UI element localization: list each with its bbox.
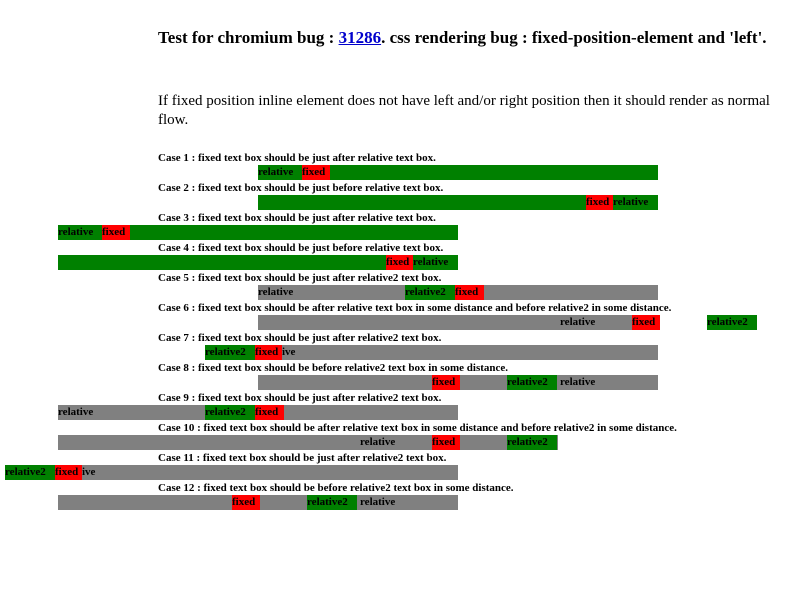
text-box: relative [58, 406, 94, 418]
text-box: ive [82, 466, 96, 478]
text-box: ive [282, 346, 296, 358]
text-box: fixed [255, 405, 284, 420]
text-box: relative2 [5, 465, 55, 480]
case-label: Case 8 : fixed text box should be before… [158, 362, 509, 374]
description: If fixed position inline element does no… [158, 93, 770, 128]
text-box: relative [258, 286, 294, 298]
case-label: Case 11 : fixed text box should be just … [158, 452, 447, 464]
text-box: fixed [632, 315, 660, 330]
text-box: fixed [232, 495, 260, 510]
title-text: Test for chromium bug : [158, 28, 339, 47]
text-box: relative [360, 436, 396, 448]
text-box: fixed [255, 345, 282, 360]
case-bar [5, 465, 458, 480]
text-box: relative [613, 196, 649, 208]
case-label: Case 6 : fixed text box should be after … [158, 302, 672, 314]
text-box: relative2 [707, 315, 757, 330]
text-box: relative2 [205, 405, 255, 420]
text-box: fixed [432, 375, 460, 390]
title: Test for chromium bug : 31286. css rende… [158, 27, 778, 49]
case-bar [205, 345, 658, 360]
case-label: Case 3 : fixed text box should be just a… [158, 212, 436, 224]
case-label: Case 1 : fixed text box should be just a… [158, 152, 436, 164]
text-box: fixed [455, 285, 484, 300]
text-box: relative [360, 496, 396, 508]
case-bar [258, 165, 658, 180]
text-box: relative2 [507, 375, 557, 390]
case-label: Case 4 : fixed text box should be just b… [158, 242, 444, 254]
case-bar [58, 435, 558, 450]
text-box: relative2 [507, 435, 557, 450]
text-box: fixed [386, 255, 413, 270]
case-label: Case 12 : fixed text box should be befor… [158, 482, 514, 494]
case-label: Case 5 : fixed text box should be just a… [158, 272, 442, 284]
text-box: relative [413, 256, 449, 268]
case-bar [258, 195, 658, 210]
text-box: fixed [302, 165, 330, 180]
case-bar [58, 225, 458, 240]
bug-link[interactable]: 31286 [338, 28, 382, 47]
text-box: relative [58, 226, 94, 238]
text-box: relative2 [405, 285, 455, 300]
title-text: . css rendering bug : fixed-position-ele… [381, 28, 767, 47]
text-box: fixed [55, 465, 82, 480]
case-bar [258, 315, 658, 330]
case-label: Case 7 : fixed text box should be just a… [158, 332, 442, 344]
text-box: fixed [102, 225, 130, 240]
case-label: Case 9 : fixed text box should be just a… [158, 392, 442, 404]
case-label: Case 10 : fixed text box should be after… [158, 422, 677, 434]
text-box: relative2 [205, 345, 255, 360]
text-box: relative [258, 166, 294, 178]
text-box: fixed [586, 195, 613, 210]
text-box: relative [560, 376, 596, 388]
case-label: Case 2 : fixed text box should be just b… [158, 182, 444, 194]
case-bar [58, 255, 458, 270]
text-box: relative2 [307, 495, 357, 510]
text-box: relative [560, 316, 596, 328]
text-box: fixed [432, 435, 460, 450]
